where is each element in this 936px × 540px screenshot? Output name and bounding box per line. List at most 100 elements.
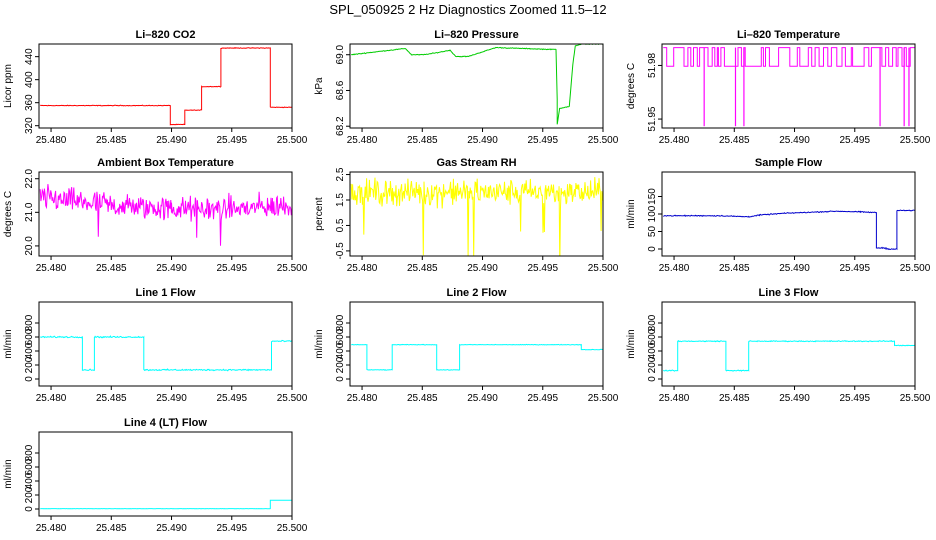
x-tick-label: 25.500 [277,523,308,534]
series-line [351,343,603,371]
x-tick-label: 25.485 [719,263,750,274]
x-tick-label: 25.490 [156,263,187,274]
x-tick-label: 25.485 [96,523,127,534]
x-tick-label: 25.495 [527,263,558,274]
x-tick-label: 25.485 [96,135,127,146]
panel-title: Li–820 Pressure [434,29,518,41]
x-tick-label: 25.490 [779,135,810,146]
y-tick-label: 600 [24,458,35,475]
series-trace [663,47,915,67]
y-tick-label: 800 [24,314,35,331]
x-tick-label: 25.500 [900,263,931,274]
plot-frame [349,171,604,257]
x-tick-label: 25.480 [36,263,67,274]
series-line [40,47,292,126]
x-tick-label: 25.485 [719,393,750,404]
y-tick-label: 20.0 [24,236,35,256]
y-axis-label: degrees C [626,63,637,109]
y-tick-label: 600 [647,328,658,345]
x-tick-label: 25.480 [659,393,690,404]
x-tick-label: 25.485 [96,263,127,274]
panel-title: Line 1 Flow [136,287,196,299]
x-tick-label: 25.495 [839,393,870,404]
x-tick-label: 25.500 [588,135,619,146]
y-tick-label: 100 [647,205,658,222]
x-tick-label: 25.495 [839,135,870,146]
y-tick-label: -0.5 [335,242,346,260]
y-axis-label: degrees C [3,191,14,237]
plot-frame [661,43,916,129]
panel-6: Sample Flow 25.480 25.485 25.490 25.495 25.50… [626,157,931,274]
x-tick-label: 25.490 [156,523,187,534]
panel-3: Li–820 Temperature 25.480 25.485 25.490 25.4… [626,29,931,146]
y-tick-label: 0 [335,376,346,382]
y-tick-label: 69.0 [335,45,346,65]
series-trace [663,339,915,372]
panel-title: Line 2 Flow [447,287,507,299]
y-tick-label: 400 [24,342,35,359]
y-tick-label: 800 [24,444,35,461]
series-line [663,339,915,372]
series-trace [663,209,915,251]
x-tick-label: 25.495 [839,263,870,274]
series-trace [350,177,603,256]
x-tick-label: 25.495 [527,135,558,146]
x-tick-label: 25.500 [588,263,619,274]
y-tick-label: 400 [24,472,35,489]
y-tick-label: 600 [24,328,35,345]
x-tick-label: 25.500 [900,393,931,404]
y-tick-label: 150 [647,188,658,205]
x-tick-label: 25.495 [527,393,558,404]
y-tick-label: 400 [647,342,658,359]
y-tick-label: 0 [647,376,658,382]
series-line [663,47,915,127]
x-tick-label: 25.480 [347,263,378,274]
y-axis-label: ml/min [626,329,637,358]
x-tick-label: 25.490 [467,263,498,274]
y-tick-label: 21.0 [24,202,35,222]
series-trace [39,184,292,246]
y-tick-label: 2.5 [335,167,346,181]
plot-frame [661,171,916,257]
panel-title: Gas Stream RH [436,157,516,169]
y-tick-label: 51.98 [647,52,658,77]
x-tick-label: 25.490 [156,393,187,404]
y-tick-label: 200 [335,356,346,373]
x-tick-label: 25.500 [277,135,308,146]
panel-4: Ambient Box Temperature 25.480 25.485 25.49… [3,157,308,274]
panel-title: Line 3 Flow [759,287,819,299]
x-tick-label: 25.480 [347,393,378,404]
series-trace [351,44,603,125]
y-axis-label: ml/min [3,459,14,488]
plot-frame [38,171,293,257]
y-tick-label: 200 [24,356,35,373]
plot-frame [38,301,293,387]
x-tick-label: 25.495 [216,263,247,274]
x-tick-label: 25.495 [216,393,247,404]
plot-frame [661,301,916,387]
y-tick-label: 22.0 [24,169,35,189]
x-tick-label: 25.480 [36,393,67,404]
y-tick-label: 68.2 [335,116,346,136]
y-tick-label: 200 [24,486,35,503]
x-tick-label: 25.495 [216,135,247,146]
x-tick-label: 25.485 [96,393,127,404]
x-tick-label: 25.500 [277,263,308,274]
plot-frame [38,431,293,517]
y-tick-label: 68.6 [335,80,346,100]
y-axis-label: ml/min [3,329,14,358]
y-tick-label: 200 [647,356,658,373]
y-axis-label: percent [314,197,325,231]
y-tick-label: 0 [24,506,35,512]
y-tick-label: 51.95 [647,106,658,131]
y-tick-label: 400 [24,71,35,88]
y-axis-label: ml/min [314,329,325,358]
y-tick-label: 0 [647,246,658,252]
plot-frame [38,43,293,129]
x-tick-label: 25.490 [156,135,187,146]
x-tick-label: 25.480 [347,135,378,146]
x-tick-label: 25.485 [719,135,750,146]
series-line [40,499,292,510]
x-tick-label: 25.485 [407,393,438,404]
